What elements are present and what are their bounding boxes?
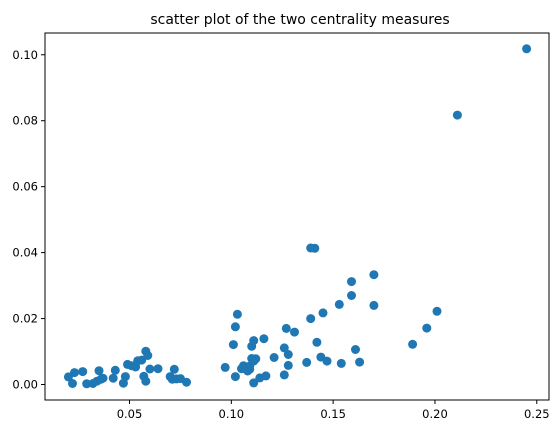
data-point-47	[251, 354, 261, 364]
x-axis: 0.05 0.10 0.15 0.20 0.25	[117, 400, 550, 421]
y-tick-label: 0.00	[12, 378, 38, 392]
data-point-31	[220, 362, 230, 372]
data-point-72	[369, 270, 379, 280]
data-point-67	[336, 358, 346, 368]
data-point-2	[70, 368, 79, 378]
data-point-64	[318, 308, 328, 318]
y-tick-label: 0.08	[12, 114, 38, 128]
y-tick-label: 0.04	[12, 246, 38, 260]
data-point-23	[145, 364, 155, 374]
x-tick-label: 0.20	[422, 407, 448, 421]
data-point-54	[281, 323, 291, 333]
plot-frame	[44, 32, 550, 401]
data-point-52	[279, 343, 289, 353]
data-point-51	[269, 353, 279, 362]
x-tick-label: 0.10	[219, 407, 245, 421]
data-point-57	[290, 327, 299, 337]
data-point-62	[312, 337, 322, 347]
data-point-21	[143, 351, 153, 360]
data-point-50	[261, 371, 271, 381]
data-point-24	[153, 364, 163, 374]
y-tick-label: 0.06	[12, 180, 38, 194]
data-point-70	[351, 345, 360, 354]
data-point-3	[78, 367, 88, 377]
data-point-71	[355, 357, 365, 367]
data-point-34	[230, 372, 240, 382]
chart-title: scatter plot of the two centrality measu…	[150, 12, 449, 28]
data-point-76	[432, 306, 442, 316]
data-point-33	[230, 322, 240, 332]
y-tick-label: 0.02	[12, 312, 38, 326]
y-tick-label: 0.10	[12, 48, 38, 62]
data-point-56	[283, 350, 293, 359]
data-point-7	[94, 366, 104, 376]
points-layer	[63, 44, 532, 389]
data-point-75	[422, 323, 432, 333]
data-point-74	[408, 339, 418, 349]
data-point-78	[522, 44, 532, 54]
data-point-44	[249, 336, 259, 346]
data-point-11	[110, 365, 120, 375]
x-tick-label: 0.25	[524, 407, 550, 421]
data-point-68	[347, 277, 356, 287]
data-point-9	[98, 373, 108, 383]
data-point-13	[120, 372, 130, 382]
data-point-46	[249, 378, 259, 388]
data-point-61	[310, 243, 320, 253]
data-point-66	[334, 299, 344, 309]
data-point-53	[279, 370, 289, 380]
data-point-65	[322, 356, 332, 366]
data-point-30	[182, 377, 191, 387]
data-point-55	[283, 360, 293, 370]
data-point-1	[68, 379, 77, 388]
data-point-77	[452, 110, 462, 120]
data-point-18	[137, 355, 147, 365]
data-point-22	[141, 376, 151, 386]
data-point-27	[169, 364, 179, 374]
data-point-49	[259, 334, 269, 344]
data-point-58	[302, 357, 312, 367]
data-point-32	[228, 340, 238, 350]
data-point-73	[369, 300, 379, 310]
x-tick-label: 0.15	[320, 407, 346, 421]
data-point-35	[232, 309, 242, 319]
x-tick-label: 0.05	[117, 407, 143, 421]
data-point-69	[347, 291, 356, 300]
data-point-59	[306, 314, 316, 324]
data-point-10	[108, 373, 118, 383]
y-axis: 0.00 0.02 0.04 0.06 0.08 0.10	[12, 48, 45, 392]
